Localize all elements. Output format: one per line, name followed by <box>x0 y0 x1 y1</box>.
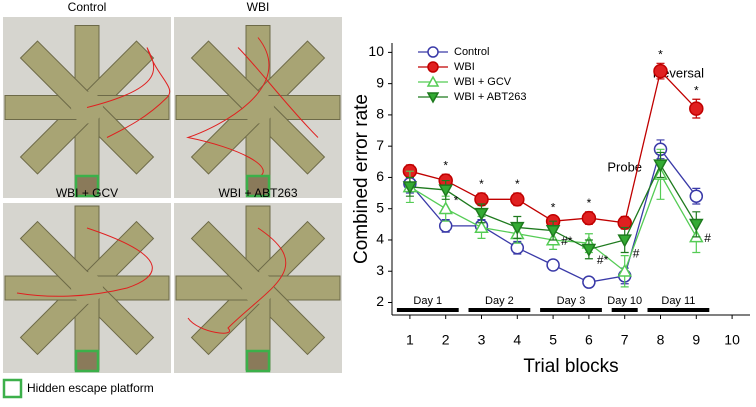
swim-path <box>186 37 319 178</box>
platform-legend-swatch <box>2 378 23 399</box>
marker <box>474 207 489 221</box>
marker <box>617 234 632 248</box>
x-tick-label: 2 <box>442 332 450 348</box>
marker <box>581 243 597 257</box>
marker <box>427 46 439 58</box>
x-tick-label: 3 <box>478 332 486 348</box>
marker <box>581 210 597 226</box>
y-tick-label: 7 <box>376 137 384 153</box>
platform <box>245 349 271 373</box>
marker <box>689 218 704 232</box>
y-tick-label: 4 <box>376 231 384 247</box>
maze <box>175 25 341 190</box>
significance-label: * <box>443 158 448 172</box>
significance-label: * <box>694 83 699 97</box>
maze-center <box>71 272 103 304</box>
legend-label: WBI + ABT263 <box>454 91 526 103</box>
x-tick-label: 10 <box>724 332 740 348</box>
panel-title: WBI <box>247 0 270 14</box>
marker <box>545 225 561 239</box>
significance-label: * <box>515 177 520 191</box>
x-tick-label: 9 <box>692 332 700 348</box>
marker <box>653 63 668 79</box>
y-tick-label: 10 <box>368 43 384 59</box>
y-tick-label: 2 <box>376 293 384 309</box>
x-tick-label: 6 <box>585 332 593 348</box>
significance-label: # <box>633 247 640 261</box>
significance-label: # <box>704 231 711 245</box>
day-label: Day 2 <box>485 295 514 307</box>
marker <box>427 61 439 73</box>
platform <box>74 349 100 373</box>
day-label: Day 10 <box>607 295 642 307</box>
y-tick-label: 8 <box>376 106 384 122</box>
series: * * * * * * * <box>402 47 704 231</box>
marker <box>546 258 560 272</box>
platform <box>245 174 271 198</box>
significance-label: * <box>587 196 592 210</box>
panel-title: WBI + GCV <box>56 186 118 200</box>
marker <box>474 219 489 234</box>
marker <box>438 184 453 198</box>
series: * #* #* # # <box>402 151 711 267</box>
significance-label: * <box>658 47 663 61</box>
x-tick-label: 5 <box>549 332 557 348</box>
significance-label: #* <box>597 253 609 267</box>
x-axis-label: Trial blocks <box>523 356 618 377</box>
marker <box>426 92 440 104</box>
marker <box>689 189 704 203</box>
swim-path <box>16 227 153 297</box>
marker <box>426 75 440 87</box>
significance-label: * <box>551 201 556 215</box>
panel-title: WBI + ABT263 <box>218 186 297 200</box>
maze <box>4 205 170 371</box>
swim-path <box>86 47 171 138</box>
swim-path <box>187 227 287 334</box>
legend-label: WBI + GCV <box>454 76 512 88</box>
y-tick-label: 9 <box>376 74 384 90</box>
marker <box>510 192 525 207</box>
x-tick-label: 7 <box>621 332 629 348</box>
y-tick-label: 6 <box>376 168 384 184</box>
maze <box>175 205 341 371</box>
annotation: Probe <box>607 159 642 174</box>
y-tick-label: 5 <box>376 199 384 215</box>
significance-label: * <box>479 177 484 191</box>
marker <box>689 101 704 116</box>
maze-center <box>242 272 274 304</box>
legend-label: Control <box>454 46 489 58</box>
maze-center <box>242 91 274 124</box>
y-axis-label: Combined error rate <box>351 94 372 264</box>
day-label: Day 11 <box>661 295 695 307</box>
marker <box>510 221 525 236</box>
marker <box>402 181 418 195</box>
significance-label: * <box>454 193 459 207</box>
x-tick-label: 4 <box>513 332 521 348</box>
legend-label: WBI <box>454 61 475 73</box>
panel-title: Control <box>68 0 107 14</box>
marker <box>617 263 632 277</box>
platform <box>74 174 100 198</box>
marker <box>582 275 596 289</box>
platform-legend-label: Hidden escape platform <box>27 381 154 395</box>
marker <box>653 159 668 173</box>
x-tick-label: 8 <box>657 332 665 348</box>
marker <box>438 201 453 215</box>
day-label: Day 3 <box>557 295 586 307</box>
significance-label: #* <box>561 234 573 248</box>
x-tick-label: 1 <box>406 332 414 348</box>
day-label: Day 1 <box>413 295 442 307</box>
maze <box>4 25 171 190</box>
y-tick-label: 3 <box>376 262 384 278</box>
